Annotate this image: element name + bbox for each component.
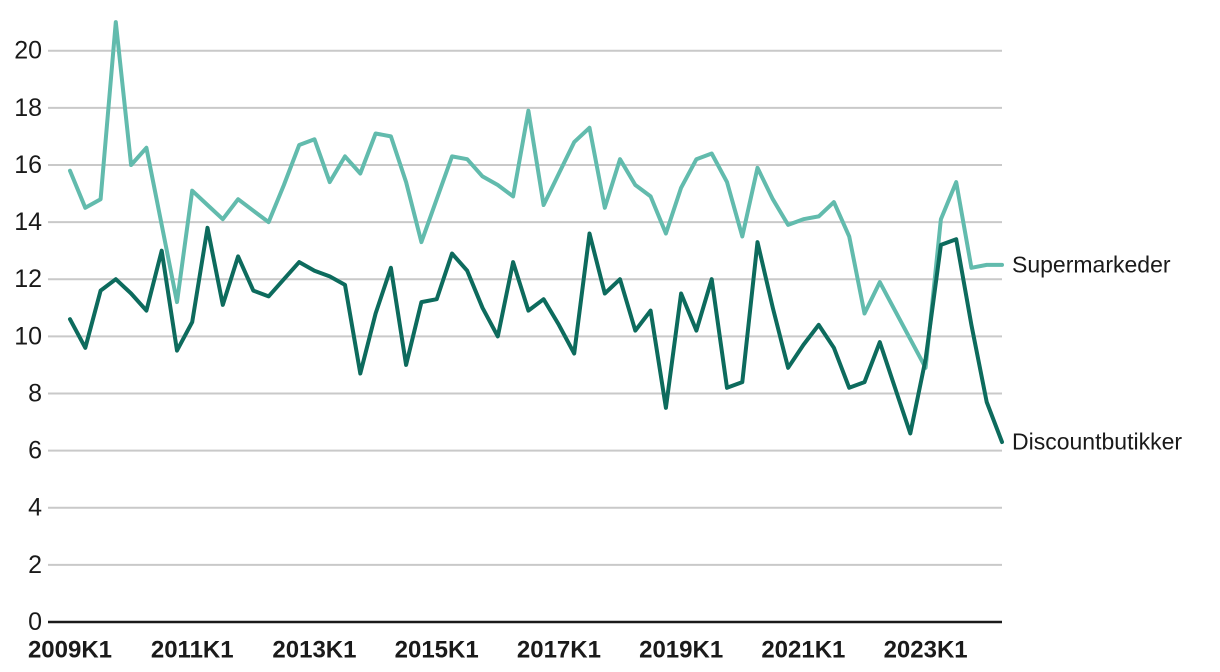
y-axis-tick-label: 18 bbox=[14, 94, 42, 122]
y-axis-tick-label: 16 bbox=[14, 151, 42, 179]
y-axis-tick-label: 8 bbox=[28, 379, 42, 407]
y-axis-tick-label: 10 bbox=[14, 322, 42, 350]
series-line-supermarkeder bbox=[68, 20, 1004, 370]
y-axis-tick-label: 2 bbox=[28, 551, 42, 579]
x-axis-tick-label: 2021K1 bbox=[761, 637, 845, 664]
x-axis-tick-label: 2017K1 bbox=[517, 637, 601, 664]
y-axis-tick-label: 12 bbox=[14, 265, 42, 293]
x-axis-tick-label: 2009K1 bbox=[28, 637, 112, 664]
x-axis-tick-label: 2023K1 bbox=[884, 637, 968, 664]
x-axis-tick-label: 2011K1 bbox=[151, 637, 234, 664]
y-axis-tick-label: 0 bbox=[28, 608, 42, 636]
x-axis-tick-label: 2013K1 bbox=[272, 637, 356, 664]
y-axis-tick-label: 6 bbox=[28, 437, 42, 465]
series-label-discountbutikker: Discountbutikker bbox=[1012, 428, 1183, 455]
series-label-supermarkeder: Supermarkeder bbox=[1012, 251, 1171, 278]
series-line-discountbutikker bbox=[68, 225, 1004, 444]
x-axis-tick-label: 2019K1 bbox=[639, 637, 723, 664]
y-axis-tick-label: 4 bbox=[28, 494, 42, 522]
y-axis-tick-label: 20 bbox=[14, 37, 42, 65]
y-axis-tick-label: 14 bbox=[14, 208, 42, 236]
x-axis-tick-label: 2015K1 bbox=[395, 637, 479, 664]
